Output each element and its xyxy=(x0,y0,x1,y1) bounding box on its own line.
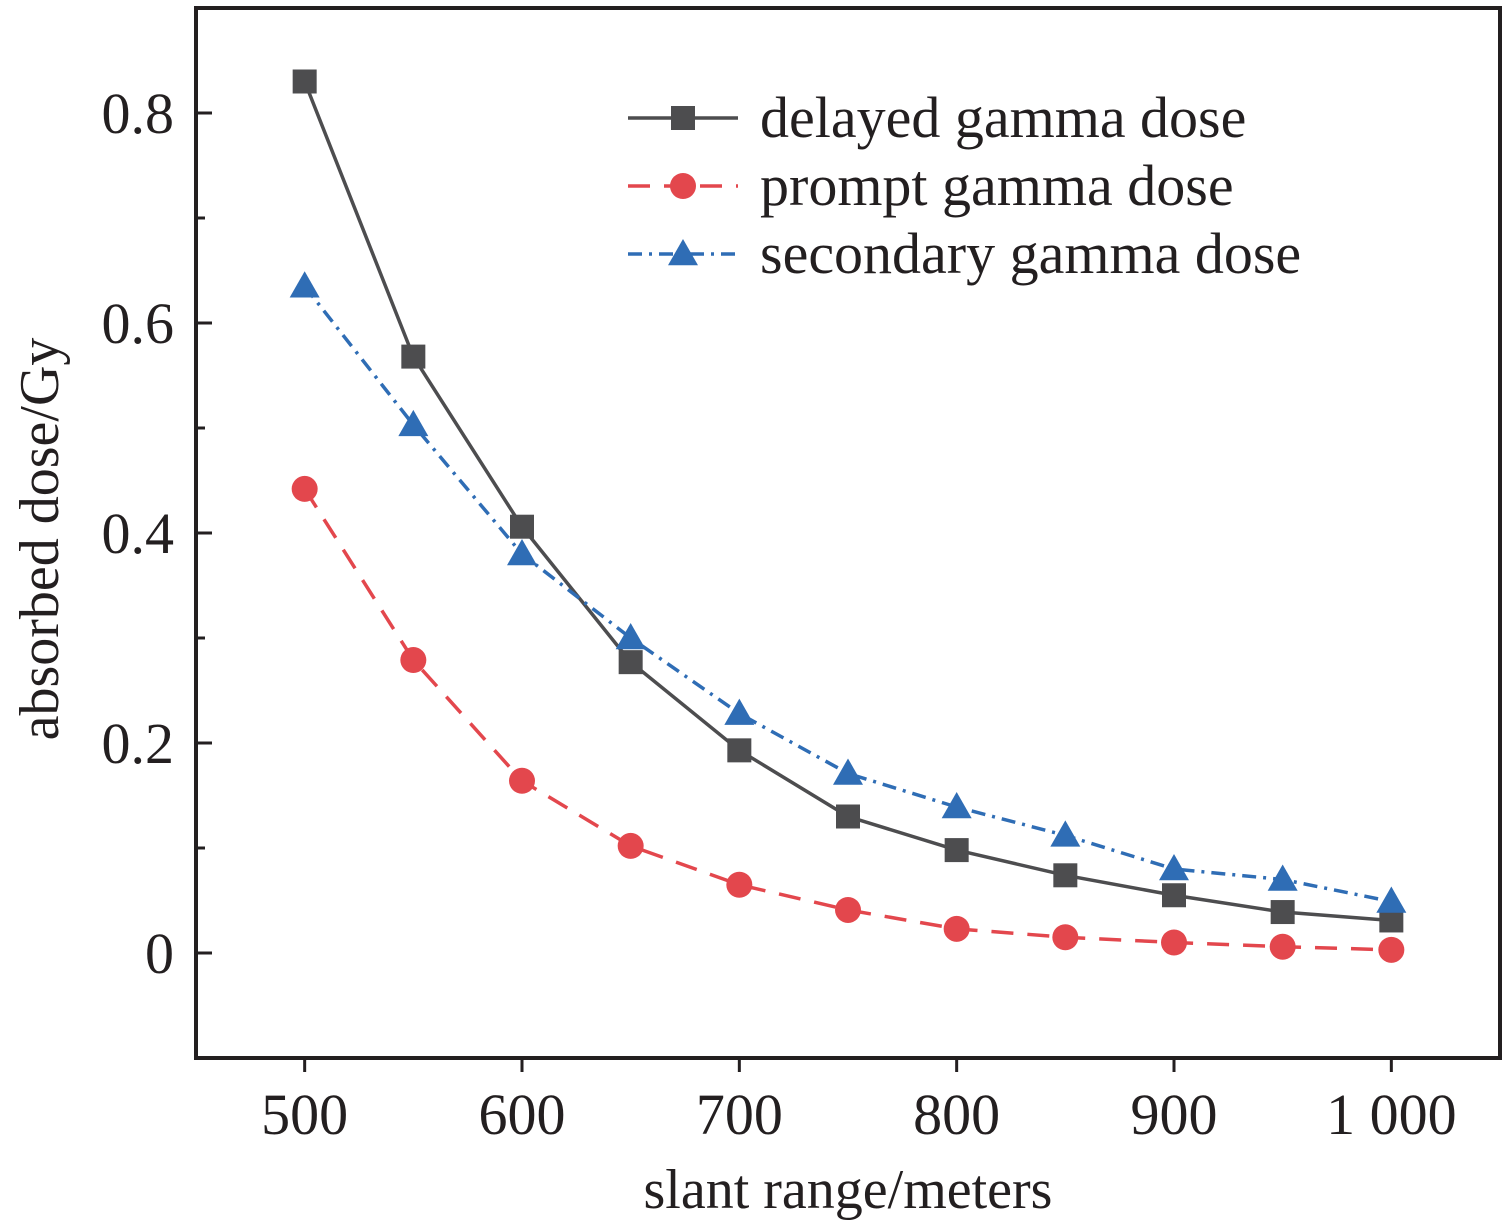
x-axis-title: slant range/meters xyxy=(644,1159,1053,1221)
data-point xyxy=(510,514,534,539)
legend-label: prompt gamma dose xyxy=(760,153,1234,218)
data-point xyxy=(509,767,535,794)
x-tick-label: 1 000 xyxy=(1326,1082,1457,1147)
data-point xyxy=(1267,864,1298,891)
data-point xyxy=(1050,820,1081,847)
data-point xyxy=(724,698,755,725)
legend-marker xyxy=(670,173,696,199)
y-tick-label: 0.8 xyxy=(102,81,175,146)
data-point xyxy=(833,758,863,785)
y-tick-label: 0.6 xyxy=(102,291,175,356)
data-point xyxy=(726,871,753,898)
data-point xyxy=(289,271,320,298)
legend-label: secondary gamma dose xyxy=(760,221,1301,286)
data-point xyxy=(836,804,860,829)
series-prompt-gamma-dose xyxy=(291,475,1405,963)
legend-item: delayed gamma dose xyxy=(628,85,1246,150)
legend-marker xyxy=(668,239,698,266)
legend-marker xyxy=(671,106,695,130)
data-point xyxy=(727,738,752,763)
data-point xyxy=(617,832,644,859)
data-point xyxy=(1162,883,1186,908)
data-point xyxy=(398,409,429,437)
data-point xyxy=(1161,929,1187,956)
x-tick-label: 500 xyxy=(261,1082,348,1147)
data-point xyxy=(944,838,969,863)
series-delayed-gamma-dose xyxy=(292,69,1404,933)
data-point xyxy=(1378,936,1405,963)
legend-item: prompt gamma dose xyxy=(628,153,1234,218)
x-tick-label: 800 xyxy=(913,1082,1000,1147)
y-tick-label: 0 xyxy=(145,921,174,986)
series-secondary-gamma-dose xyxy=(289,271,1407,913)
data-point xyxy=(507,539,537,566)
data-point xyxy=(1376,886,1407,913)
data-point xyxy=(615,623,646,650)
legend-item: secondary gamma dose xyxy=(628,221,1301,286)
x-tick-label: 600 xyxy=(479,1082,566,1147)
data-point xyxy=(1159,854,1189,881)
y-tick-label: 0.2 xyxy=(102,711,175,776)
data-point xyxy=(1270,900,1295,925)
series-line xyxy=(303,285,1392,904)
data-point xyxy=(1053,863,1078,888)
data-point xyxy=(1269,933,1296,960)
data-point xyxy=(941,792,972,819)
data-point xyxy=(400,647,427,674)
data-point xyxy=(618,650,643,675)
y-tick-label: 0.4 xyxy=(102,501,175,566)
y-axis-title: absorbed dose/Gy xyxy=(9,338,71,741)
series-line xyxy=(303,487,1392,952)
data-point xyxy=(1052,924,1079,951)
data-point xyxy=(835,896,861,923)
data-point xyxy=(292,69,317,94)
data-point xyxy=(291,475,318,502)
legend-label: delayed gamma dose xyxy=(760,85,1246,150)
data-point xyxy=(943,915,970,942)
data-point xyxy=(401,344,426,369)
x-tick-label: 700 xyxy=(696,1082,783,1147)
x-tick-label: 900 xyxy=(1131,1082,1218,1147)
